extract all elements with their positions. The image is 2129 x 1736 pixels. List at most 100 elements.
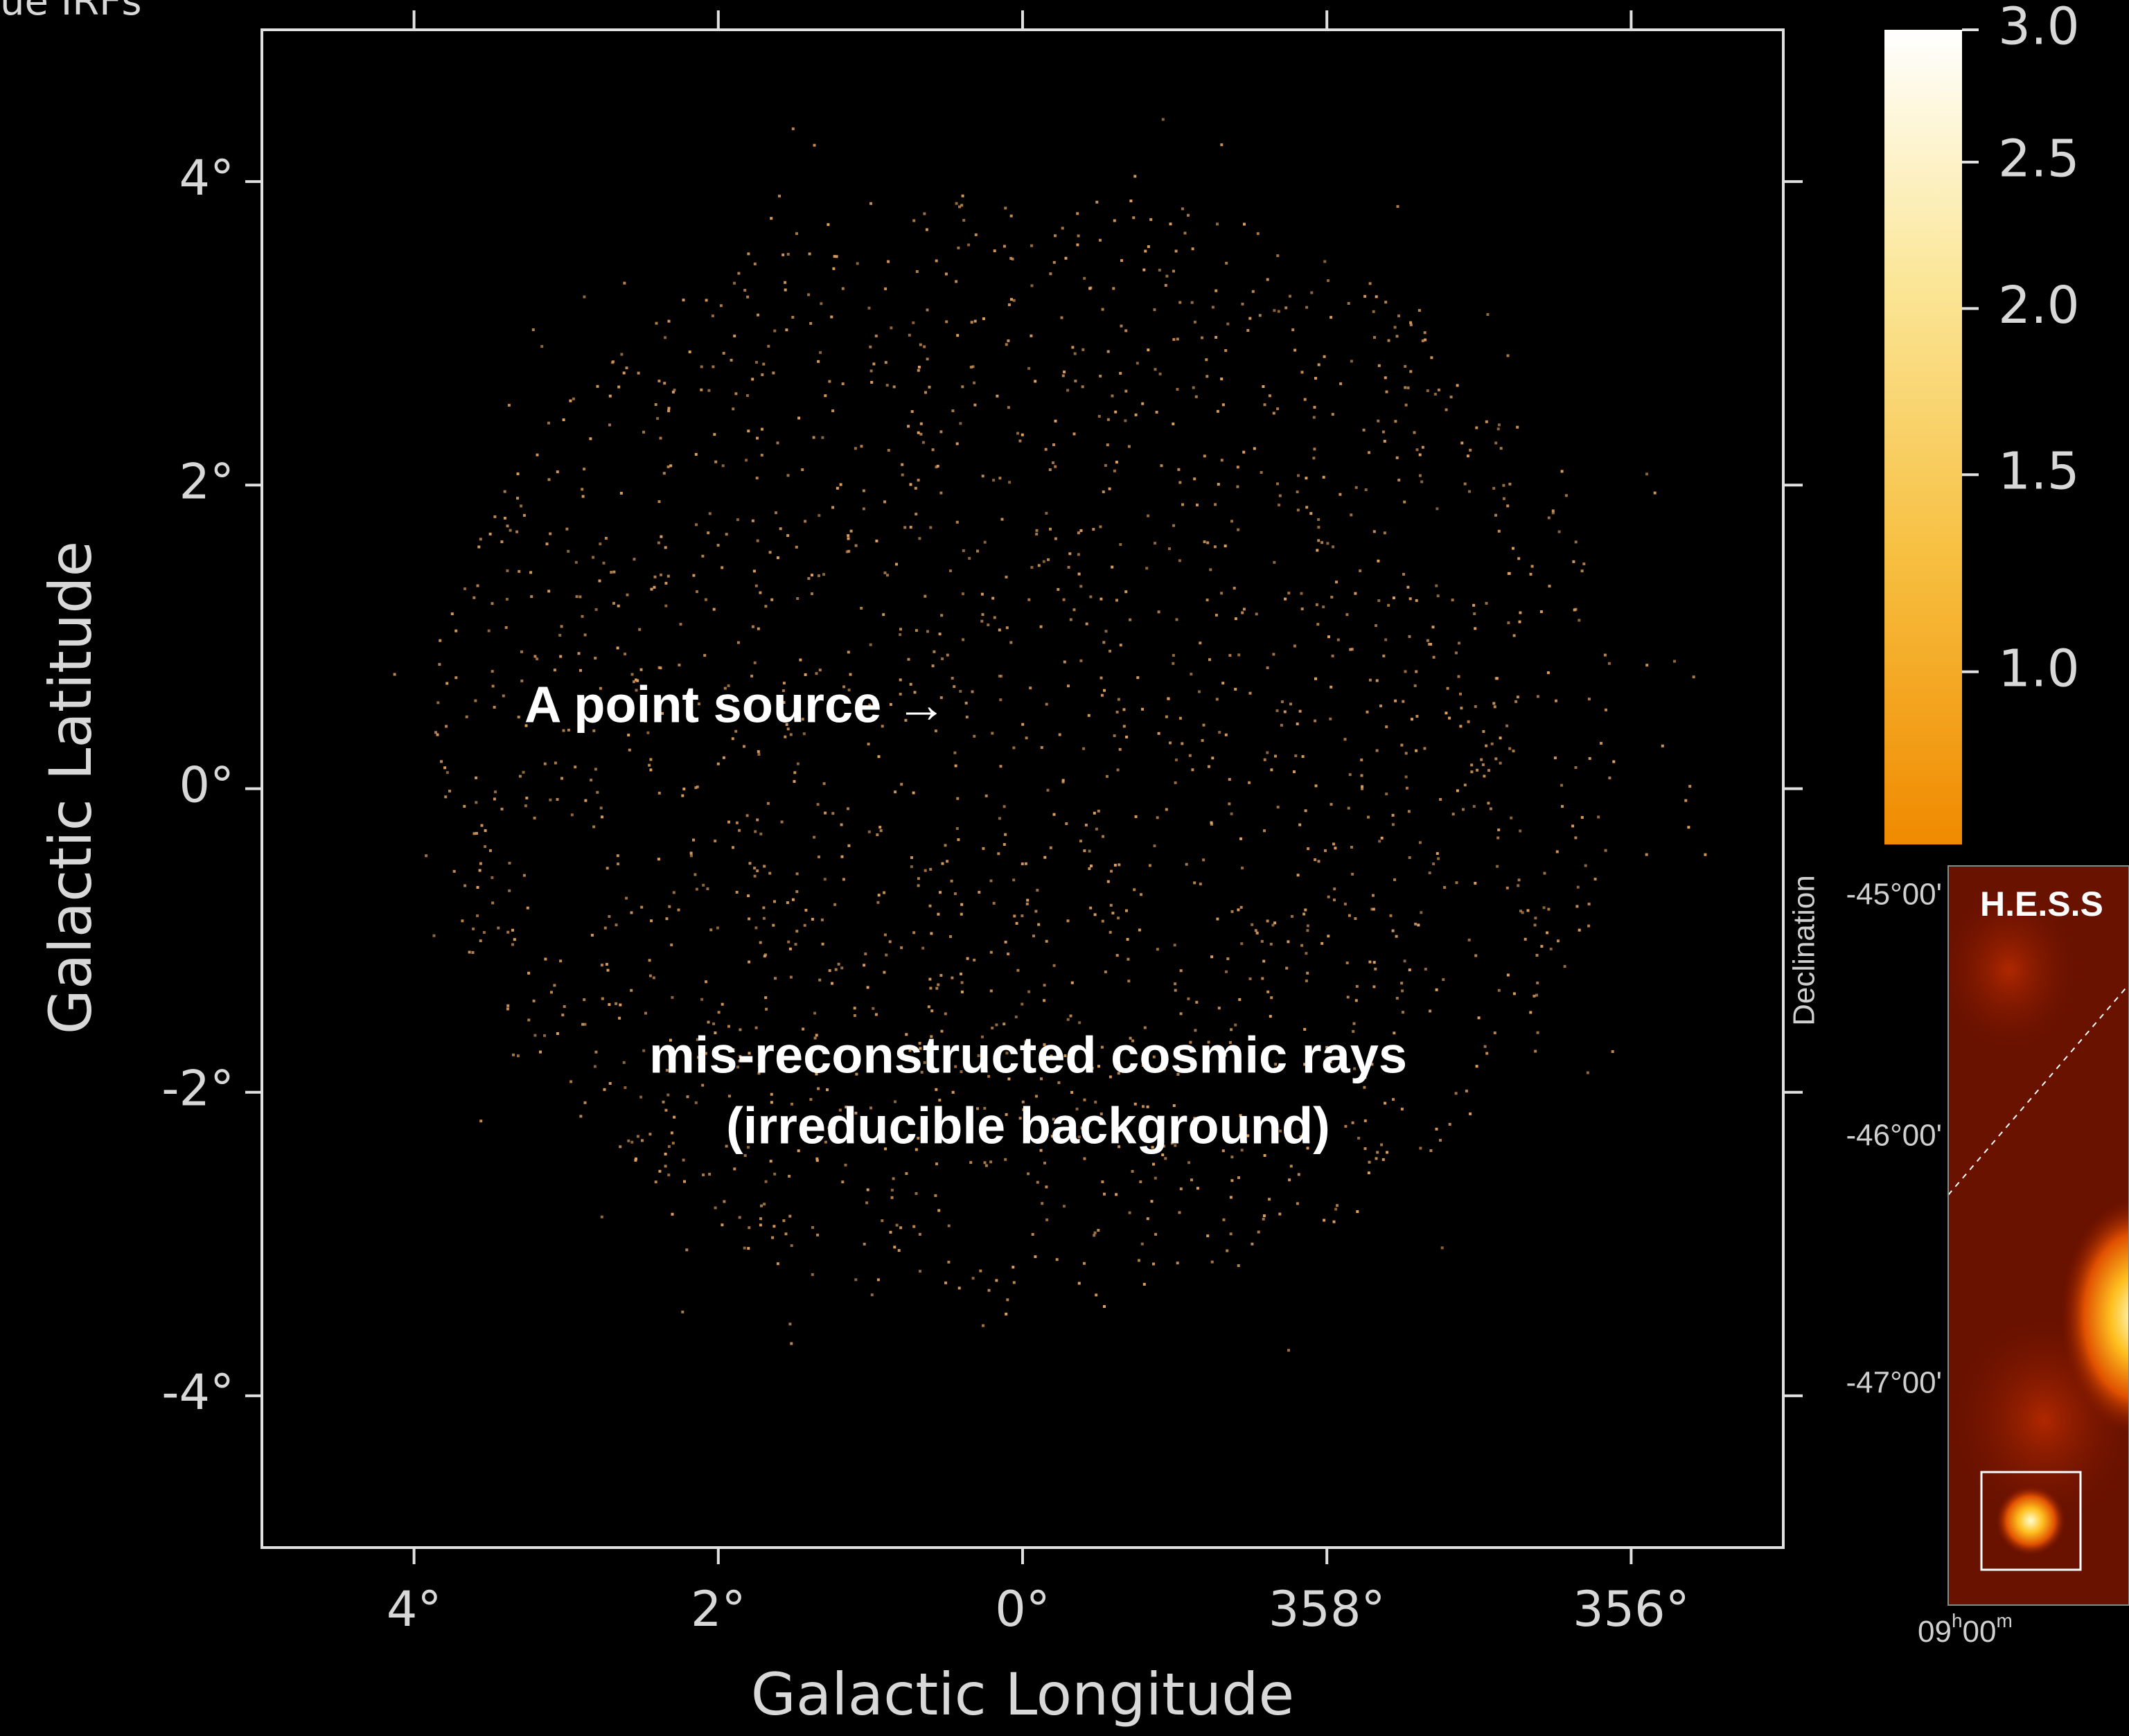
event-dot: [439, 639, 441, 642]
event-dot: [569, 1080, 572, 1083]
event-dot: [949, 569, 952, 572]
event-dot: [1363, 429, 1366, 432]
event-dot: [842, 878, 845, 880]
event-dot: [998, 817, 1001, 820]
event-dot: [1152, 1263, 1155, 1266]
event-dot: [640, 906, 643, 909]
event-dot: [654, 576, 657, 578]
event-dot: [1344, 738, 1347, 741]
event-dot: [1223, 1219, 1226, 1221]
event-dot: [660, 666, 662, 669]
event-dot: [1276, 482, 1279, 485]
x-tick-label: 2°: [691, 1581, 746, 1638]
event-dot: [929, 868, 932, 871]
event-dot: [1158, 732, 1160, 735]
event-dot: [491, 901, 494, 904]
event-dot: [563, 1005, 566, 1008]
event-dot: [971, 321, 973, 324]
event-dot: [1327, 896, 1330, 898]
event-dot: [973, 735, 975, 738]
event-dot: [1065, 257, 1068, 260]
event-dot: [1299, 710, 1302, 713]
event-dot: [1030, 245, 1033, 247]
event-dot: [664, 1164, 667, 1167]
event-dot: [1133, 175, 1136, 178]
event-dot: [609, 395, 612, 398]
event-dot: [870, 369, 873, 372]
event-dot: [969, 1161, 972, 1164]
event-dot: [493, 797, 496, 800]
event-dot: [1138, 929, 1141, 932]
event-dot: [1133, 888, 1136, 891]
event-dot: [533, 1000, 536, 1002]
event-dot: [1113, 734, 1116, 737]
event-dot: [1117, 698, 1120, 701]
event-dot: [673, 1116, 675, 1119]
event-dot: [1352, 1122, 1354, 1124]
event-dot: [1214, 290, 1217, 292]
event-dot: [1116, 954, 1119, 957]
event-dot: [476, 914, 479, 917]
event-dot: [1230, 813, 1233, 815]
event-dot: [1136, 362, 1139, 364]
event-dot: [1147, 515, 1149, 517]
event-dot: [916, 270, 919, 273]
event-dot: [1384, 301, 1387, 303]
event-dot: [1486, 313, 1489, 316]
event-dot: [763, 917, 766, 920]
event-dot: [928, 978, 931, 981]
event-dot: [785, 328, 788, 331]
event-dot: [1555, 700, 1557, 702]
event-dot: [1287, 592, 1290, 594]
event-dot: [1266, 666, 1269, 669]
event-dot: [1136, 676, 1139, 679]
event-dot: [898, 1249, 901, 1252]
event-dot: [1494, 757, 1497, 760]
event-dot: [491, 876, 493, 879]
event-dot: [813, 836, 815, 839]
event-dot: [1034, 380, 1036, 382]
event-dot: [658, 500, 661, 503]
event-dot: [667, 409, 670, 412]
event-dot: [1225, 262, 1228, 265]
event-dot: [1506, 887, 1509, 889]
event-dot: [1531, 565, 1534, 568]
event-dot: [1176, 388, 1178, 391]
event-dot: [1366, 711, 1369, 714]
event-dot: [1419, 454, 1422, 457]
event-dot: [1016, 922, 1018, 925]
event-dot: [1124, 329, 1127, 332]
event-dot: [768, 872, 771, 875]
event-dot: [592, 556, 594, 559]
event-dot: [1429, 1149, 1432, 1152]
event-dot: [1243, 223, 1246, 226]
event-dot: [1106, 775, 1108, 778]
event-dot: [951, 677, 954, 680]
event-dot: [1485, 420, 1488, 423]
event-dot: [1094, 913, 1097, 916]
event-dot: [957, 247, 960, 249]
event-dot: [809, 253, 811, 256]
event-dot: [581, 488, 583, 490]
event-dot: [1029, 687, 1032, 689]
event-dot: [1485, 745, 1487, 747]
event-dot: [743, 289, 746, 292]
event-dot: [1109, 931, 1112, 934]
event-dot: [716, 927, 719, 930]
event-dot: [1143, 1283, 1146, 1286]
event-dot: [1045, 940, 1048, 943]
inset-y-label: Declination: [1787, 875, 1821, 1026]
event-dot: [1490, 808, 1492, 811]
event-dot: [1053, 261, 1056, 264]
event-dot: [1401, 989, 1404, 992]
event-dot: [790, 733, 793, 736]
event-dot: [721, 566, 723, 569]
event-dot: [1192, 387, 1195, 389]
event-dot: [1456, 789, 1459, 792]
event-dot: [770, 1160, 772, 1162]
event-dot: [1473, 612, 1476, 615]
event-dot: [556, 470, 559, 473]
event-dot: [1045, 1219, 1048, 1221]
event-dot: [1409, 370, 1412, 373]
event-dot: [519, 775, 522, 778]
